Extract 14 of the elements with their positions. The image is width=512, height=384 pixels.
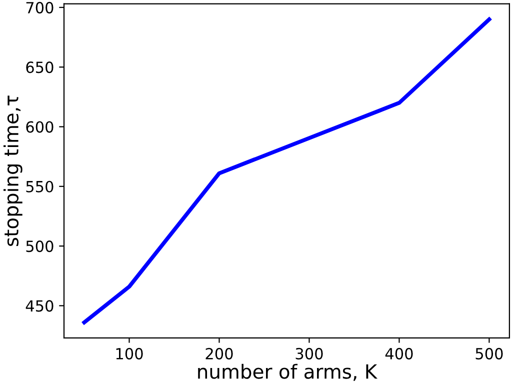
x-tick-label: 100 bbox=[116, 348, 143, 360]
y-tick-label: 550 bbox=[26, 180, 54, 192]
y-axis-title: stopping time,τ bbox=[4, 96, 22, 246]
line-series bbox=[82, 17, 492, 324]
x-tick-label: 500 bbox=[476, 348, 503, 360]
x-tick-label: 400 bbox=[385, 348, 413, 360]
y-tick-label: 700 bbox=[26, 2, 54, 14]
x-tick-label: 300 bbox=[296, 348, 323, 360]
y-tick-label: 450 bbox=[26, 300, 54, 312]
y-tick-label: 650 bbox=[26, 62, 54, 74]
x-tick-label: 200 bbox=[206, 348, 233, 360]
y-tick-label: 600 bbox=[26, 121, 54, 133]
y-tick-label: 500 bbox=[26, 240, 54, 252]
x-axis-title: number of arms, K bbox=[198, 364, 378, 381]
